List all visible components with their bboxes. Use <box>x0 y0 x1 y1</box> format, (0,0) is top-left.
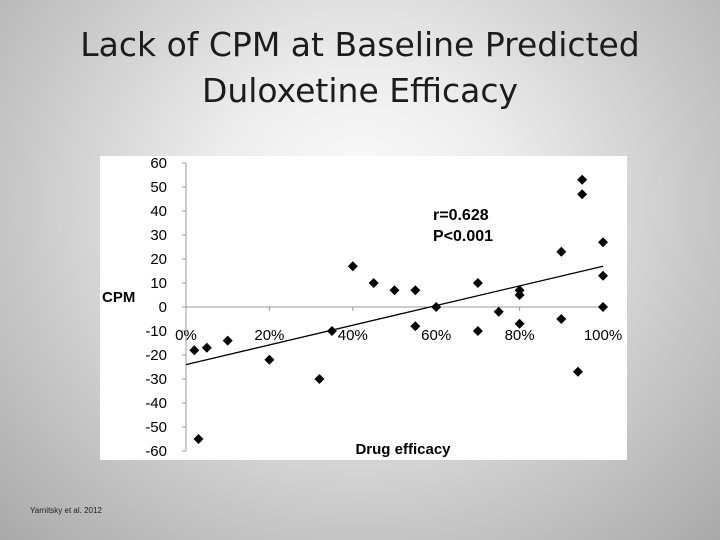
x-tick-label: 20% <box>254 327 284 344</box>
data-point <box>410 321 421 332</box>
data-point <box>347 261 358 272</box>
data-point <box>264 354 275 365</box>
y-tick-label: 20 <box>150 251 167 268</box>
chart-panel: 60 50 40 30 20 10 0 -10 -20 -30 -40 -50 -60 0% 20% 40%… <box>100 156 627 460</box>
y-tick-labels: 60 50 40 30 20 10 0 -10 -20 -30 -40 -50 -60 <box>145 156 186 460</box>
data-point <box>514 318 525 329</box>
data-point <box>556 246 567 257</box>
data-point <box>556 314 567 324</box>
slide-title-line-1: Lack of CPM at Baseline Predicted <box>80 25 640 64</box>
x-tick-label: 100% <box>584 327 622 344</box>
data-point <box>472 278 483 288</box>
y-tick-label: 10 <box>150 275 167 292</box>
data-point <box>389 285 400 296</box>
data-point <box>193 434 204 444</box>
data-point <box>431 302 442 312</box>
x-tick-label: 40% <box>338 327 368 344</box>
y-tick-label: -40 <box>145 395 167 412</box>
data-point <box>368 278 379 288</box>
slide-title: Lack of CPM at Baseline Predicted Duloxe… <box>40 22 680 114</box>
data-point <box>201 342 212 353</box>
y-tick-label: 0 <box>159 299 167 316</box>
data-point <box>572 366 583 377</box>
data-point <box>514 290 525 300</box>
data-point <box>598 237 608 248</box>
data-point <box>493 306 504 317</box>
y-tick-label: -60 <box>145 443 167 460</box>
y-tick-label: -50 <box>145 419 167 436</box>
annotation-r-value: r=0.628 <box>433 207 489 224</box>
trendline <box>185 265 604 366</box>
data-point <box>598 270 608 281</box>
y-tick-label: -30 <box>145 371 167 388</box>
slide-title-line-2: Duloxetine Efficacy <box>201 71 519 110</box>
data-point <box>326 326 337 336</box>
y-tick-label: 50 <box>150 179 167 196</box>
citation: Yarnitsky et al. 2012 <box>30 506 102 515</box>
data-points <box>189 174 608 444</box>
data-point <box>410 285 421 296</box>
data-point <box>577 189 588 200</box>
y-tick-label: -10 <box>145 323 167 340</box>
data-point <box>472 326 483 336</box>
x-tick-label: 80% <box>505 327 535 344</box>
data-point <box>189 345 200 356</box>
annotation-p-value: P<0.001 <box>433 228 493 245</box>
y-tick-label: 30 <box>150 227 167 244</box>
y-tick-label: -20 <box>145 347 167 364</box>
data-point <box>577 174 588 185</box>
y-tick-label: 60 <box>150 156 167 172</box>
data-point <box>314 374 325 384</box>
x-axis-label: Drug efficacy <box>355 441 451 458</box>
y-tick-label: 40 <box>150 203 167 220</box>
data-point <box>222 335 233 346</box>
x-tick-label: 60% <box>421 327 451 344</box>
data-point <box>598 302 608 312</box>
x-tick-labels: 0% 20% 40% 60% 80% 100% <box>175 307 622 344</box>
y-axis-label: CPM <box>102 289 135 306</box>
